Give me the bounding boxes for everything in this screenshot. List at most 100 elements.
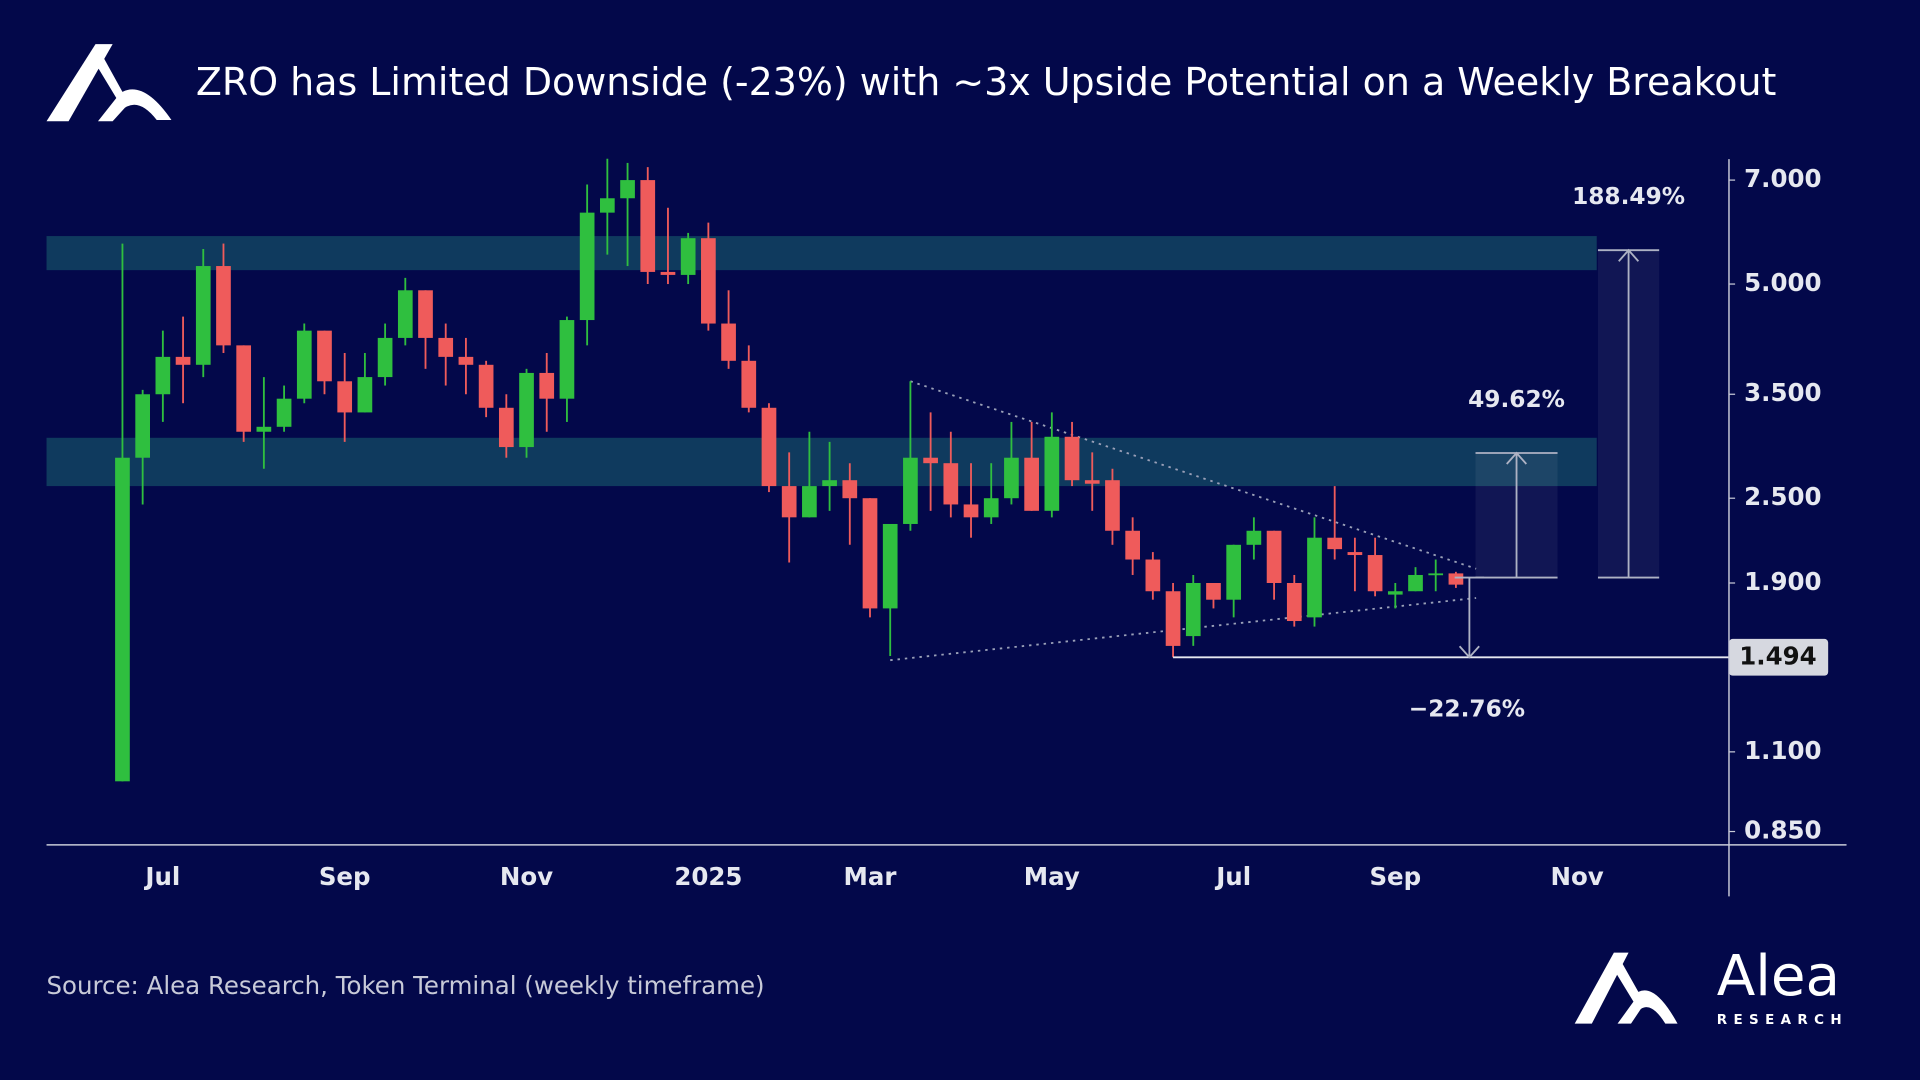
x-tick-label: Jul <box>143 862 180 891</box>
measure-arrowhead <box>1506 451 1528 465</box>
x-tick-label: Jul <box>1214 862 1251 891</box>
x-tick-label: Sep <box>319 862 371 891</box>
x-tick-label: May <box>1024 862 1080 891</box>
x-tick-label: Sep <box>1369 862 1421 891</box>
candle-body <box>1024 457 1039 511</box>
candle-body <box>115 457 130 782</box>
candle-body <box>761 407 777 487</box>
candle-body <box>155 356 171 395</box>
chart-title: ZRO has Limited Downside (-23%) with ~3x… <box>196 60 1776 104</box>
candle-body <box>1387 591 1403 595</box>
candle-body <box>1367 555 1383 592</box>
candle-body <box>822 480 837 487</box>
x-tick-label: Nov <box>500 862 553 891</box>
candle-body <box>135 394 150 458</box>
x-tick-label: 2025 <box>674 862 742 891</box>
y-tick-label: 5.000 <box>1744 268 1821 297</box>
candle-body <box>862 498 878 609</box>
measure-label: 49.62% <box>1468 386 1565 413</box>
candle-body <box>620 180 635 199</box>
candle-body <box>1084 480 1100 484</box>
candle-body <box>1064 436 1080 481</box>
candle-body <box>1327 537 1343 550</box>
measure-arrowhead <box>1458 645 1480 659</box>
candle-body <box>903 457 918 524</box>
candle-body <box>498 407 514 448</box>
candle-body <box>296 330 312 399</box>
candle-body <box>195 266 211 365</box>
measure-label: −22.76% <box>1409 695 1525 722</box>
x-tick-label: Mar <box>844 862 897 891</box>
candle-body <box>1428 573 1444 576</box>
candle-body <box>701 238 716 324</box>
candle-body <box>721 323 736 361</box>
candle-body <box>1246 530 1262 545</box>
plot-area: 7.000 5.000 3.500 2.500 1.900 1.100 0.850 Jul Se… <box>46 158 1829 891</box>
source-note: Source: Alea Research, Token Terminal (w… <box>47 971 765 1000</box>
y-tick-label: 1.100 <box>1744 736 1821 765</box>
measure-label: 188.49% <box>1572 183 1685 210</box>
y-tick-label: 7.000 <box>1744 164 1821 193</box>
candle-body <box>963 504 979 518</box>
candle-body <box>741 360 757 408</box>
candle-body <box>519 372 534 448</box>
candle-body <box>377 337 393 378</box>
candle-body <box>317 330 332 382</box>
candle-body <box>660 271 676 275</box>
candle-body <box>1044 436 1060 511</box>
candle-body <box>357 377 373 413</box>
candle-body <box>943 463 959 505</box>
candle-body <box>579 212 595 321</box>
candle-body <box>236 345 252 432</box>
candle-body <box>1226 544 1242 600</box>
candle-body <box>1408 574 1423 592</box>
candle-body <box>1165 591 1181 646</box>
y-tick-label: 2.500 <box>1744 482 1821 511</box>
support-resistance-zone <box>46 236 1597 271</box>
candle-body <box>1105 480 1120 531</box>
brand-name: Alea <box>1717 944 1840 1009</box>
candle-body <box>1307 537 1322 618</box>
candle-body <box>781 486 797 518</box>
candle-body <box>1448 573 1464 585</box>
price-label: 1.494 <box>1739 641 1816 670</box>
trendline <box>890 597 1477 662</box>
candle-body <box>1004 457 1019 499</box>
candle-body <box>276 398 292 427</box>
candle-body <box>1206 583 1221 600</box>
candle-body <box>1266 530 1282 584</box>
y-tick-label: 3.500 <box>1744 378 1821 407</box>
candle-body <box>418 290 433 338</box>
candle-body <box>923 457 938 464</box>
candle-body <box>175 356 191 365</box>
candle-body <box>1145 559 1161 592</box>
y-tick-label: 1.900 <box>1744 567 1821 596</box>
candle-body <box>1185 583 1201 637</box>
candle-body <box>478 364 494 408</box>
candle-body <box>397 290 413 338</box>
candle-body <box>559 320 575 399</box>
candle-body <box>337 381 353 413</box>
candle-body <box>216 266 231 346</box>
candle-body <box>458 356 474 365</box>
candle-body <box>983 498 999 518</box>
brand-logo <box>1574 952 1678 1024</box>
candle-body <box>640 180 656 272</box>
candle-body <box>680 238 696 275</box>
brand-tagline: RESEARCH <box>1717 1013 1848 1028</box>
candle-body <box>1347 552 1363 556</box>
support-resistance-zone <box>46 437 1597 487</box>
y-tick-label: 0.850 <box>1744 816 1821 845</box>
candle-body <box>600 198 615 213</box>
logo <box>46 44 172 122</box>
candle-body <box>438 337 454 357</box>
candle-body <box>256 426 272 432</box>
candle-body <box>1286 583 1302 622</box>
candle-body <box>882 523 898 609</box>
candle-body <box>539 372 555 399</box>
candle-body <box>842 480 858 499</box>
price-label-box <box>1728 638 1829 676</box>
x-tick-label: Nov <box>1551 862 1604 891</box>
